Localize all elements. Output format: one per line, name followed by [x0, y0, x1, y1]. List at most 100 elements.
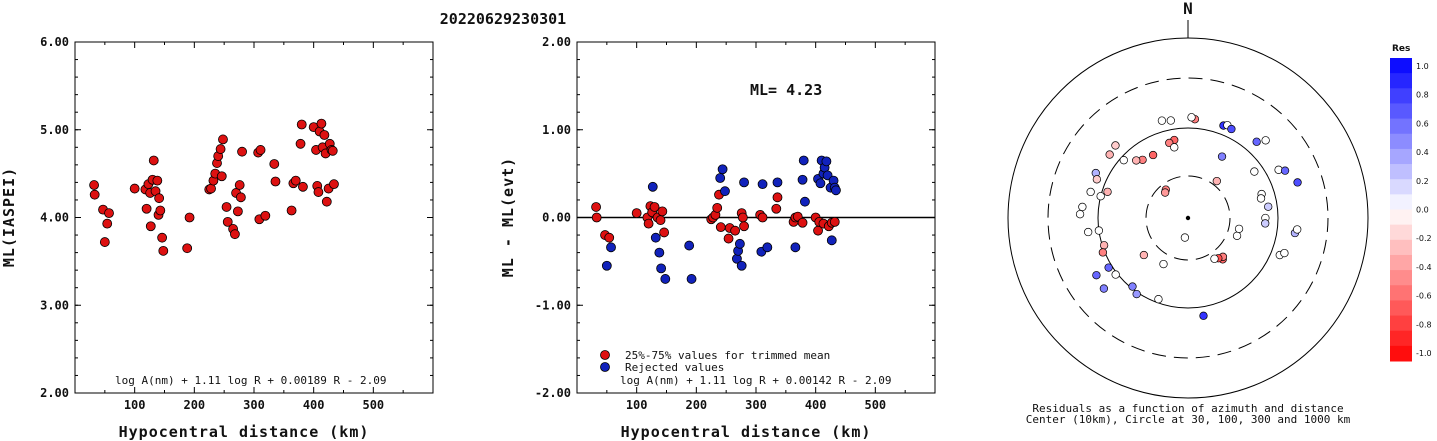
figure-title: 20220629230301 — [440, 10, 566, 28]
left-y-axis-label: ML(IASPEI) — [0, 167, 18, 267]
station-point — [232, 206, 243, 217]
rejected-point — [715, 173, 726, 183]
rejected-point — [815, 178, 826, 189]
rejected-point — [800, 196, 810, 207]
colorbar-swatch — [1390, 103, 1412, 120]
polar-station-marker — [1099, 241, 1109, 250]
ring-1000km — [1007, 37, 1369, 399]
station-point — [89, 189, 100, 200]
middle-x-tick-label: 500 — [864, 398, 886, 412]
station-point — [757, 212, 768, 223]
middle-y-tick-label: -1.00 — [535, 298, 571, 312]
rejected-point — [654, 247, 665, 258]
station-point — [649, 202, 660, 212]
station-point — [730, 225, 741, 236]
rejected-point — [606, 242, 616, 253]
colorbar-swatch — [1390, 224, 1412, 241]
left-x-tick-label: 100 — [124, 398, 146, 412]
middle-axis-ticks: 100 200 300 400 500 -2.00 -1.00 0.00 1.00 2.00 — [535, 35, 935, 412]
polar-station-marker — [1187, 113, 1196, 122]
polar-station-marker — [1234, 224, 1244, 234]
station-point — [771, 203, 782, 214]
rejected-point — [831, 185, 841, 196]
station-point — [154, 193, 165, 204]
rejected-point — [650, 232, 661, 243]
station-point — [290, 175, 301, 186]
left-axis-ticks: 100 200 300 400 500 2.00 3.00 4.00 5.00 6.00 — [40, 35, 433, 412]
polar-station-marker — [1199, 311, 1208, 320]
colorbar-swatch — [1390, 270, 1412, 286]
station-point — [829, 216, 840, 227]
colorbar-tick-label: -0.2 — [1416, 234, 1432, 243]
middle-y-tick-label: 2.00 — [542, 35, 571, 49]
legend-accepted-label: 25%-75% values for trimmed mean — [625, 349, 830, 362]
polar-station-marker — [1086, 187, 1095, 197]
polar-station-marker — [1232, 231, 1242, 241]
polar-station-marker — [1111, 270, 1120, 279]
station-point — [269, 159, 280, 169]
middle-x-axis-label: Hypocentral distance (km) — [621, 423, 872, 441]
station-point — [141, 203, 152, 214]
polar-station-marker — [1210, 254, 1219, 263]
station-point — [218, 134, 228, 145]
rejected-point — [798, 155, 809, 166]
colorbar-swatch — [1390, 164, 1412, 180]
colorbar-swatch — [1390, 133, 1412, 150]
station-point — [129, 183, 140, 194]
station-point — [643, 218, 654, 229]
polar-station-marker — [1250, 167, 1259, 176]
polar-station-marker — [1293, 225, 1302, 234]
station-point — [295, 138, 306, 149]
colorbar-title: Res — [1392, 44, 1410, 54]
colorbar-swatch — [1390, 345, 1412, 362]
polar-station-marker — [1078, 202, 1087, 212]
station-point — [298, 181, 308, 192]
station-point — [286, 205, 297, 216]
legend-rejected-label: Rejected values — [625, 361, 724, 374]
left-x-axis-label: Hypocentral distance (km) — [119, 423, 370, 441]
rejected-point — [826, 235, 837, 246]
station-point — [148, 155, 159, 166]
left-y-tick-label: 5.00 — [40, 123, 69, 137]
station-point — [657, 206, 668, 217]
middle-x-tick-label: 300 — [745, 398, 767, 412]
polar-station-marker — [1280, 166, 1290, 175]
left-y-tick-label: 6.00 — [40, 35, 69, 49]
polar-station-marker — [1159, 259, 1168, 269]
station-point — [659, 227, 670, 238]
legend-rejected-marker — [600, 362, 610, 372]
polar-station-marker — [1132, 289, 1141, 299]
station-point — [772, 192, 783, 203]
station-point — [158, 245, 169, 256]
station-point — [321, 196, 332, 207]
colorbar-swatch — [1390, 148, 1412, 165]
left-x-tick-label: 400 — [303, 398, 325, 412]
polar-station-marker — [1212, 176, 1221, 186]
polar-station-marker — [1170, 143, 1179, 152]
colorbar-swatch — [1390, 285, 1412, 301]
polar-station-marker — [1261, 136, 1270, 145]
station-point — [157, 232, 168, 243]
station-point — [655, 215, 666, 226]
station-point — [712, 202, 723, 213]
colorbar-swatch — [1390, 194, 1412, 210]
polar-station-marker — [1160, 188, 1170, 197]
colorbar-tick-label: -0.8 — [1416, 320, 1432, 329]
station-point — [155, 205, 166, 216]
epicenter-dot — [1185, 215, 1191, 221]
ring-100km — [1097, 127, 1279, 309]
colorbar-swatch — [1390, 315, 1412, 332]
polar-station-marker — [1096, 192, 1105, 201]
colorbar-swatch — [1390, 300, 1412, 317]
station-point — [89, 180, 99, 190]
station-point — [604, 232, 615, 243]
polar-station-marker — [1139, 250, 1149, 260]
rejected-point — [772, 177, 783, 188]
rejected-point — [660, 274, 671, 284]
station-point — [237, 146, 247, 157]
polar-station-marker — [1227, 124, 1236, 134]
polar-station-marker — [1261, 219, 1270, 228]
station-point — [739, 221, 749, 232]
station-point — [631, 208, 642, 219]
